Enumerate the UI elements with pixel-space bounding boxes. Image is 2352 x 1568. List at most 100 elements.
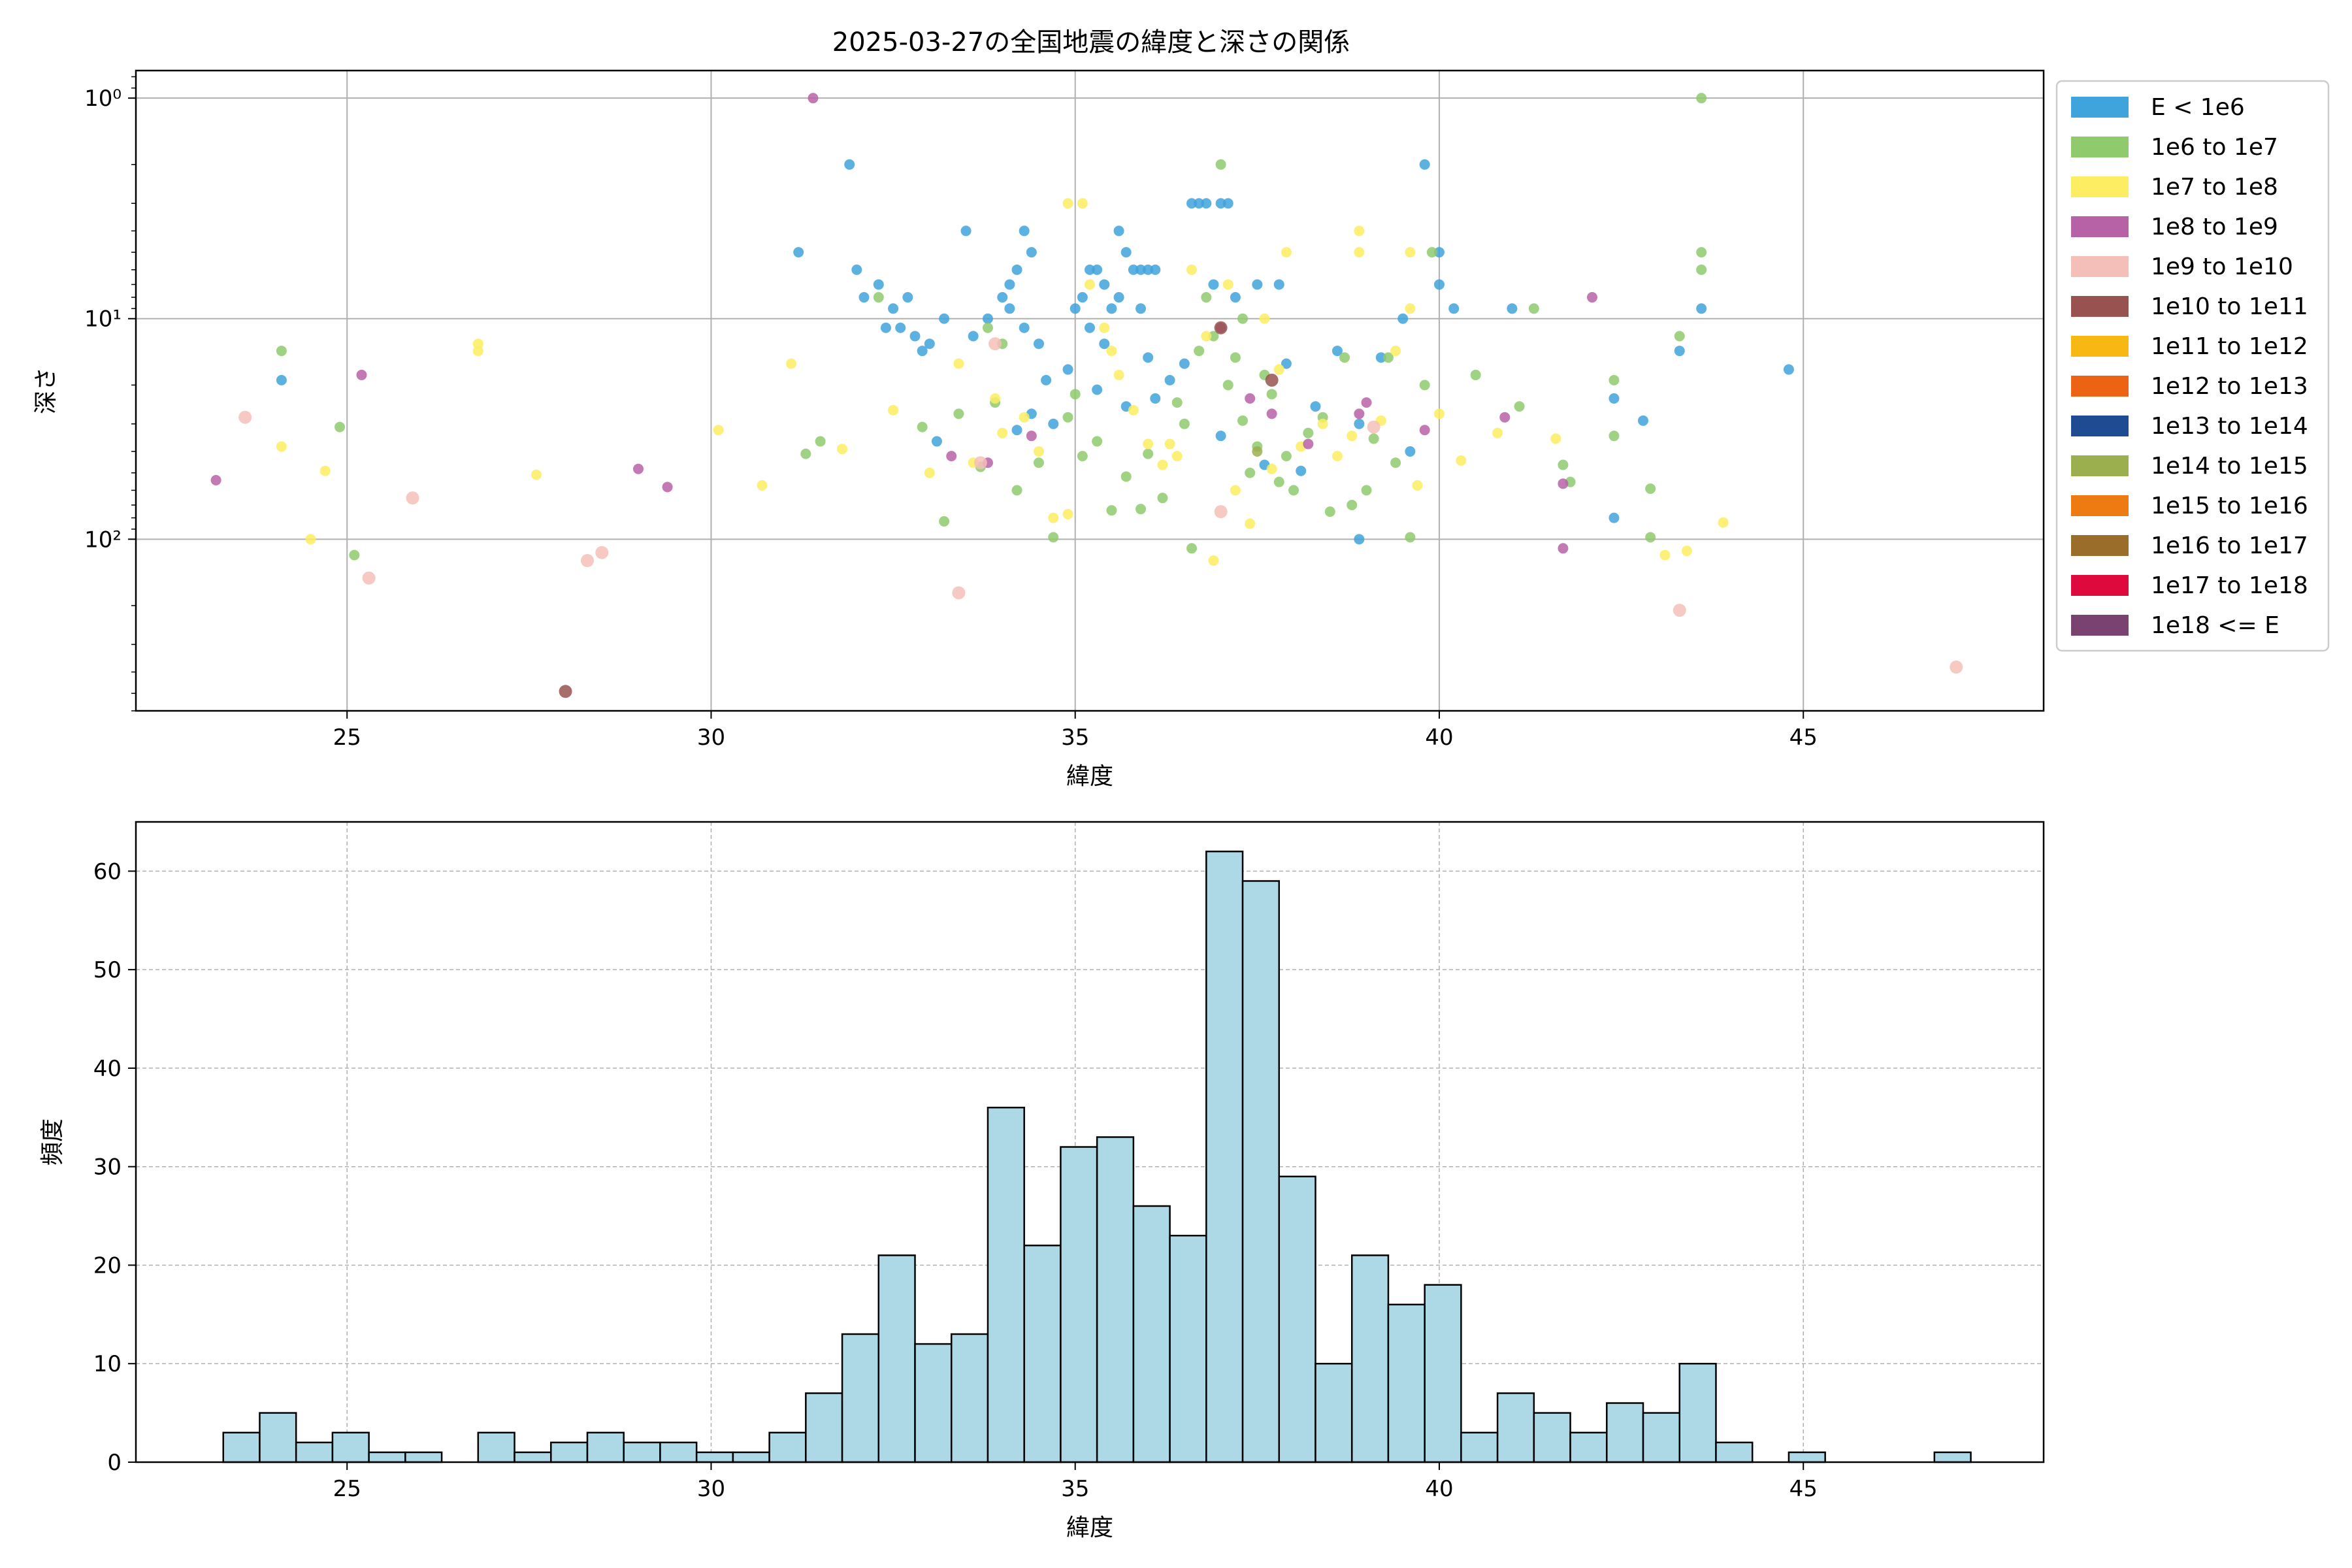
scatter-point — [873, 279, 884, 290]
scatter-point — [580, 554, 594, 568]
scatter-point — [1609, 374, 1620, 385]
scatter-point — [1201, 331, 1212, 342]
scatter-point — [1645, 532, 1656, 543]
scatter-point — [1659, 549, 1671, 561]
histogram-bar — [1642, 1412, 1680, 1463]
histogram-bar — [259, 1412, 297, 1463]
scatter-point — [953, 358, 964, 369]
scatter-point — [873, 292, 884, 303]
scatter-point — [1419, 380, 1430, 391]
scatter-x-tick-label: 45 — [1789, 725, 1818, 751]
scatter-point — [362, 571, 376, 585]
scatter-point — [1120, 471, 1132, 482]
legend-swatch — [2071, 535, 2129, 556]
scatter-point — [973, 456, 987, 470]
scatter-point — [1062, 412, 1073, 423]
legend-items: E < 1e6 1e6 to 1e7 1e7 to 1e8 1e8 to 1e9 1e9… — [2071, 94, 2308, 639]
scatter-point — [1208, 331, 1219, 342]
scatter-point — [1587, 292, 1598, 303]
scatter-point — [1266, 389, 1277, 400]
legend-swatch — [2071, 575, 2129, 596]
scatter-point — [902, 292, 913, 303]
legend-swatch — [2071, 336, 2129, 357]
histogram-bar — [1606, 1402, 1644, 1463]
histogram-bar — [877, 1254, 916, 1463]
scatter-y-tick-label: 10² — [84, 527, 122, 553]
scatter-point — [1674, 331, 1685, 342]
scatter-point — [895, 322, 906, 333]
scatter-point — [786, 358, 797, 369]
scatter-point — [1245, 467, 1256, 478]
scatter-point — [952, 586, 966, 600]
histogram-y-tick-label: 40 — [93, 1056, 122, 1082]
scatter-point — [800, 448, 811, 459]
scatter-point — [844, 159, 855, 170]
scatter-point — [982, 313, 993, 324]
scatter-x-tick-label: 35 — [1061, 725, 1089, 751]
scatter-x-ticks: 25 30 35 40 45 — [333, 711, 1818, 751]
scatter-point — [1230, 292, 1241, 303]
scatter-point — [1092, 436, 1103, 447]
scatter-point — [1514, 401, 1525, 412]
chart-title: 2025-03-27の全国地震の緯度と深さの関係 — [832, 27, 1350, 57]
scatter-point — [1179, 418, 1190, 429]
scatter-point — [1070, 389, 1081, 400]
scatter-point — [1273, 476, 1284, 487]
scatter-point — [1281, 358, 1292, 369]
histogram-y-tick-label: 0 — [107, 1450, 122, 1476]
scatter-point — [909, 331, 921, 342]
legend-label: 1e14 to 1e15 — [2151, 453, 2308, 480]
scatter-point — [1347, 431, 1358, 442]
scatter-point — [953, 408, 964, 419]
scatter-x-tick-label: 25 — [333, 725, 361, 751]
scatter-point — [1433, 408, 1445, 419]
scatter-point — [880, 322, 891, 333]
scatter-point — [1150, 393, 1161, 404]
scatter-point — [939, 516, 950, 527]
scatter-point — [1296, 465, 1307, 476]
scatter-point — [1405, 532, 1416, 543]
scatter-point — [1412, 480, 1423, 491]
scatter-point — [1120, 247, 1132, 258]
scatter-point — [531, 469, 542, 480]
scatter-point — [1405, 446, 1416, 457]
scatter-x-tick-label: 40 — [1425, 725, 1453, 751]
scatter-point — [1433, 247, 1445, 258]
scatter-point — [1558, 459, 1569, 470]
scatter-point — [1085, 279, 1095, 290]
histogram-bar — [1096, 1136, 1135, 1463]
scatter-point — [1113, 369, 1124, 380]
scatter-point — [1062, 198, 1073, 209]
histogram-bar — [1788, 1451, 1826, 1463]
scatter-point — [1317, 418, 1328, 429]
scatter-point — [1265, 373, 1279, 387]
scatter-point — [335, 421, 346, 433]
scatter-point — [1157, 493, 1168, 504]
histogram-bar — [768, 1431, 807, 1463]
scatter-point — [1092, 264, 1103, 275]
scatter-point — [1004, 279, 1015, 290]
scatter-point — [1143, 352, 1154, 363]
scatter-point — [633, 463, 644, 474]
legend-swatch — [2071, 455, 2129, 476]
scatter-point — [1426, 247, 1437, 258]
legend-swatch — [2071, 376, 2129, 397]
scatter-point — [1492, 427, 1503, 438]
legend-swatch — [2071, 176, 2129, 197]
histogram-bar — [550, 1441, 589, 1463]
scatter-point — [1331, 346, 1343, 357]
histogram-bar — [1569, 1431, 1608, 1463]
legend-swatch — [2071, 216, 2129, 237]
legend-swatch — [2071, 416, 2129, 436]
histogram-x-tick-label: 30 — [697, 1476, 725, 1502]
scatter-point — [210, 474, 221, 485]
scatter-point — [1303, 427, 1314, 438]
scatter-plot-frame — [135, 69, 2045, 712]
scatter-point — [1004, 303, 1015, 314]
legend-label: 1e7 to 1e8 — [2151, 174, 2278, 201]
scatter-point — [946, 451, 957, 462]
scatter-point — [1208, 279, 1219, 290]
scatter-point — [1245, 393, 1256, 404]
scatter-point — [1390, 346, 1401, 357]
